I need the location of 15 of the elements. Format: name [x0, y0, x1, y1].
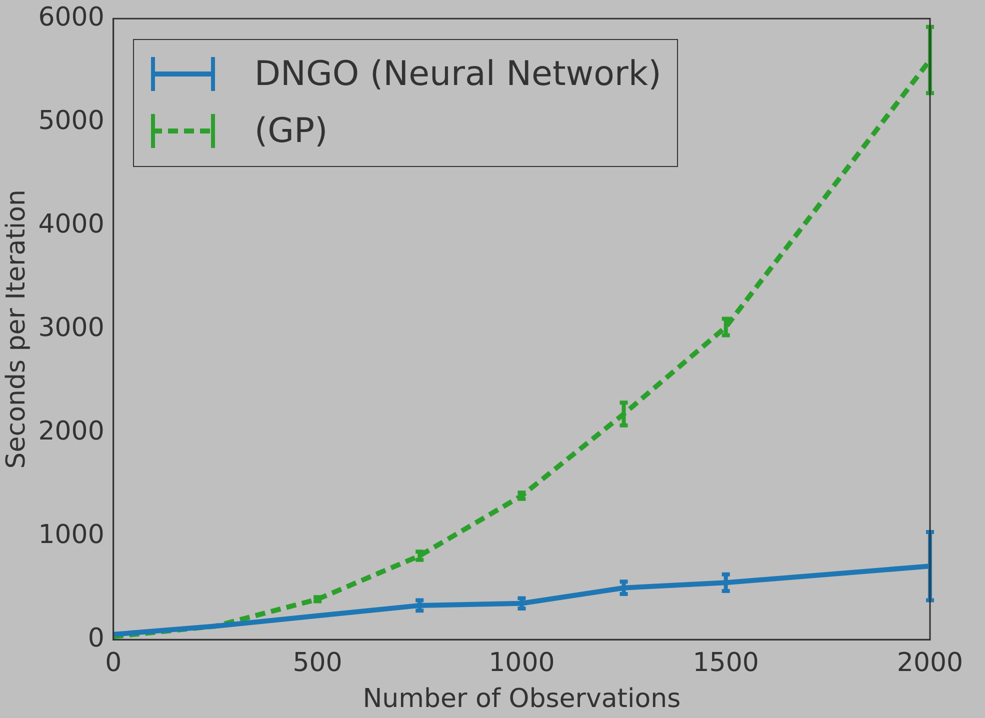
x-tick-label: 500 [292, 648, 342, 678]
y-tick-label: 1000 [38, 520, 104, 550]
legend-label: (GP) [254, 111, 328, 152]
y-axis-title: Seconds per Iteration [1, 189, 32, 469]
y-tick-label: 5000 [38, 106, 104, 136]
x-tick-label: 2000 [896, 648, 964, 678]
y-tick-label: 0 [88, 623, 104, 654]
x-axis-title: Number of Observations [362, 684, 681, 714]
x-tick-label: 1500 [692, 648, 759, 678]
x-tick-label: 1000 [488, 648, 555, 678]
legend-label: DNGO (Neural Network) [254, 54, 662, 94]
y-tick-label: 4000 [38, 209, 104, 240]
y-tick-label: 3000 [38, 312, 104, 343]
y-tick-label: 6000 [38, 2, 104, 32]
y-tick-label: 2000 [38, 416, 104, 446]
